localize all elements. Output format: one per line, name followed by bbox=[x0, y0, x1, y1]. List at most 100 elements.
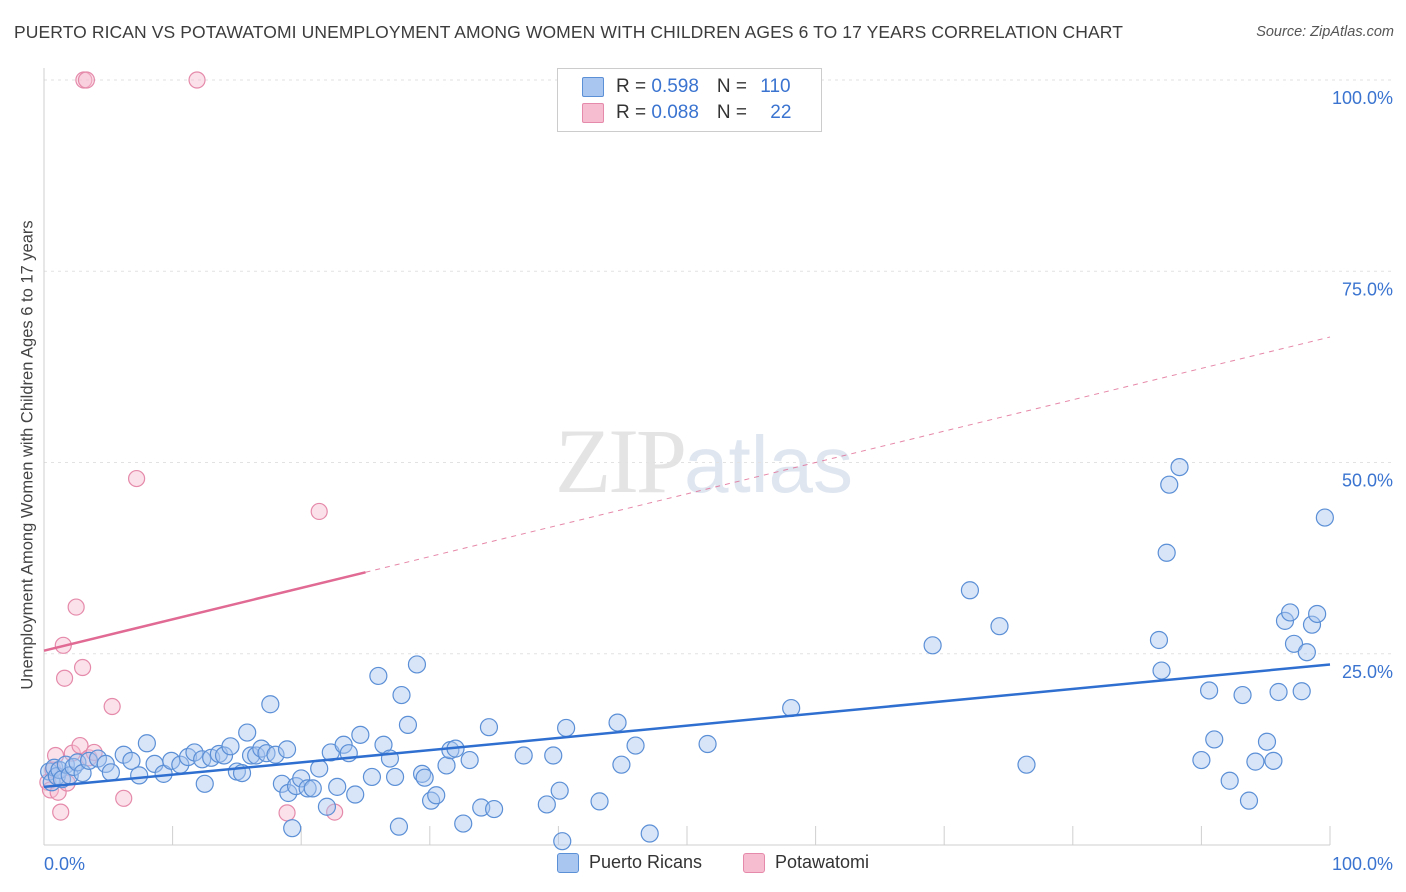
puerto-rican-point bbox=[214, 746, 234, 765]
puerto-rican-point bbox=[398, 715, 418, 734]
potawatomi-trend-line-dashed bbox=[365, 336, 1331, 573]
puerto-rican-point bbox=[514, 746, 533, 765]
puerto-rican-point bbox=[193, 750, 212, 769]
puerto-rican-point bbox=[279, 783, 298, 803]
puerto-rican-point bbox=[277, 740, 297, 759]
puerto-rican-point bbox=[485, 799, 504, 819]
puerto-rican-point bbox=[1284, 634, 1304, 653]
potawatomi-trend-line-solid bbox=[43, 571, 366, 652]
puerto-rican-point bbox=[101, 763, 120, 782]
potawatomi-point bbox=[310, 502, 328, 521]
puerto-rican-point bbox=[460, 750, 479, 770]
puerto-rican-point bbox=[1257, 732, 1277, 751]
puerto-rican-point bbox=[1170, 457, 1189, 477]
puerto-rican-point bbox=[698, 734, 717, 754]
legend-item-puerto-ricans[interactable]: Puerto Ricans bbox=[557, 852, 702, 873]
puerto-rican-point bbox=[266, 745, 285, 764]
puerto-rican-point bbox=[1160, 475, 1179, 494]
watermark: ZIPatlas bbox=[555, 408, 853, 514]
puerto-rican-point bbox=[454, 814, 473, 833]
puerto-rican-point bbox=[553, 832, 572, 851]
potawatomi-point bbox=[188, 71, 206, 89]
puerto-rican-trend-line bbox=[43, 663, 1331, 789]
puerto-rican-point bbox=[238, 723, 257, 742]
legend-r-value: 0.598 bbox=[651, 76, 699, 97]
puerto-rican-point bbox=[310, 759, 329, 778]
puerto-rican-point bbox=[479, 718, 499, 737]
x-tick-label: 100.0% bbox=[1332, 854, 1393, 874]
puerto-rican-point bbox=[1017, 755, 1036, 774]
grid-lines bbox=[44, 79, 1392, 655]
puerto-rican-point bbox=[369, 666, 388, 686]
potawatomi-point bbox=[67, 598, 85, 616]
potawatomi-points bbox=[39, 71, 344, 822]
puerto-rican-point bbox=[298, 779, 317, 798]
puerto-rican-point bbox=[1269, 682, 1288, 702]
potawatomi-point bbox=[71, 736, 89, 755]
correlation-legend: R = 0.598 N = 110 R = 0.088 N = 22 bbox=[557, 68, 822, 132]
axes bbox=[43, 68, 1331, 846]
puerto-rican-point bbox=[178, 747, 198, 767]
puerto-rican-point bbox=[272, 774, 292, 793]
puerto-rican-point bbox=[1192, 750, 1211, 770]
puerto-rican-point bbox=[1315, 508, 1334, 527]
potawatomi-point bbox=[55, 669, 74, 687]
legend-label: Puerto Ricans bbox=[589, 852, 703, 872]
puerto-rican-point bbox=[557, 718, 576, 738]
chart-title: PUERTO RICAN VS POTAWATOMI UNEMPLOYMENT … bbox=[14, 22, 1123, 42]
y-tick-label: 25.0% bbox=[1342, 662, 1393, 682]
puerto-rican-point bbox=[68, 753, 87, 772]
puerto-rican-point bbox=[612, 755, 631, 774]
potawatomi-point bbox=[73, 658, 92, 677]
legend-n-label: N = bbox=[716, 102, 753, 123]
puerto-rican-point bbox=[923, 636, 942, 655]
series-legend: Puerto Ricans Potawatomi bbox=[0, 852, 1406, 878]
legend-swatch-blue bbox=[557, 852, 579, 873]
legend-row-puerto-ricans: R = 0.598 N = 110 bbox=[582, 75, 791, 99]
puerto-rican-point bbox=[1149, 630, 1169, 650]
puerto-rican-point bbox=[640, 824, 659, 843]
puerto-rican-point bbox=[1157, 543, 1176, 562]
legend-item-potawatomi[interactable]: Potawatomi bbox=[743, 852, 869, 873]
watermark-zip: ZIP bbox=[555, 410, 687, 512]
legend-r-label: R = bbox=[616, 76, 652, 97]
puerto-rican-point bbox=[257, 744, 276, 763]
puerto-rican-point bbox=[421, 791, 441, 810]
potawatomi-point bbox=[278, 804, 296, 822]
x-tick-label: 0.0% bbox=[44, 854, 85, 874]
puerto-rican-point bbox=[137, 734, 156, 753]
y-tick-label: 50.0% bbox=[1342, 471, 1393, 491]
puerto-rican-point bbox=[1200, 681, 1219, 700]
puerto-rican-point bbox=[1308, 604, 1327, 624]
puerto-rican-point bbox=[351, 725, 370, 744]
puerto-rican-point bbox=[130, 766, 149, 785]
legend-row-potawatomi: R = 0.088 N = 22 bbox=[582, 101, 791, 125]
puerto-rican-point bbox=[590, 792, 609, 811]
y-tick-label: 75.0% bbox=[1342, 279, 1393, 299]
puerto-rican-point bbox=[392, 685, 411, 705]
puerto-rican-point bbox=[960, 581, 980, 600]
puerto-rican-point bbox=[389, 817, 409, 836]
puerto-rican-point bbox=[626, 736, 645, 755]
puerto-rican-point bbox=[303, 779, 322, 798]
puerto-rican-point bbox=[1302, 615, 1322, 634]
legend-n-value: 22 bbox=[770, 102, 792, 123]
legend-swatch-pink bbox=[743, 852, 765, 873]
puerto-rican-point bbox=[608, 713, 627, 732]
puerto-rican-point bbox=[990, 617, 1009, 636]
puerto-rican-point bbox=[362, 767, 382, 787]
puerto-rican-point bbox=[122, 751, 141, 770]
legend-n-value: 110 bbox=[760, 76, 791, 97]
legend-r-label: R = bbox=[616, 102, 652, 123]
puerto-rican-point bbox=[537, 795, 556, 814]
puerto-rican-point bbox=[407, 655, 427, 674]
potawatomi-point bbox=[77, 71, 96, 89]
puerto-rican-point bbox=[241, 746, 261, 765]
puerto-rican-point bbox=[261, 695, 280, 714]
puerto-rican-points bbox=[40, 457, 1334, 851]
puerto-rican-point bbox=[1152, 661, 1171, 680]
puerto-rican-point bbox=[328, 777, 347, 796]
puerto-rican-point bbox=[385, 767, 405, 787]
source-label[interactable]: Source: ZipAtlas.com bbox=[1256, 24, 1394, 40]
